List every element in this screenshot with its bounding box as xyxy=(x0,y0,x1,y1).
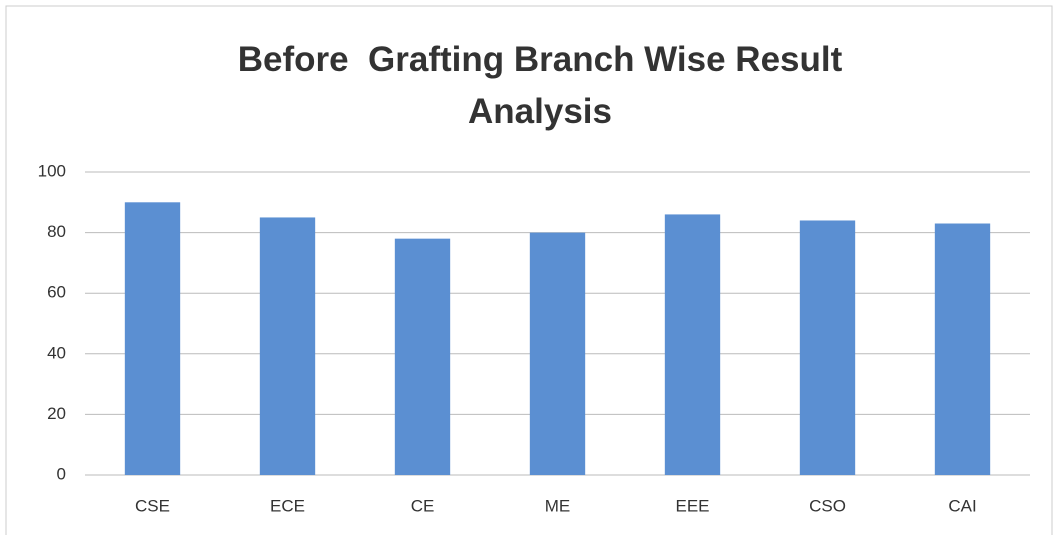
y-tick-label: 80 xyxy=(47,222,66,241)
x-tick-label: EEE xyxy=(675,496,709,515)
y-tick-label: 0 xyxy=(57,464,66,483)
x-tick-label: CAI xyxy=(948,496,976,515)
x-tick-label: CSE xyxy=(135,496,170,515)
x-tick-label: CSO xyxy=(809,496,846,515)
x-tick-label: CE xyxy=(411,496,435,515)
y-tick-label: 60 xyxy=(47,283,66,302)
y-tick-label: 40 xyxy=(47,343,66,362)
bar xyxy=(799,220,856,475)
x-tick-label: ECE xyxy=(270,496,305,515)
bar xyxy=(124,202,181,476)
bar xyxy=(529,232,586,475)
chart-title: Before Grafting Branch Wise Result Analy… xyxy=(237,40,851,131)
chart-border xyxy=(5,5,1053,535)
bar xyxy=(934,223,991,475)
x-tick-label: ME xyxy=(545,496,571,515)
bar xyxy=(394,238,451,475)
y-tick-label: 100 xyxy=(38,161,66,180)
y-tick-label: 20 xyxy=(47,404,66,423)
bar xyxy=(664,214,721,476)
bar xyxy=(259,217,316,475)
